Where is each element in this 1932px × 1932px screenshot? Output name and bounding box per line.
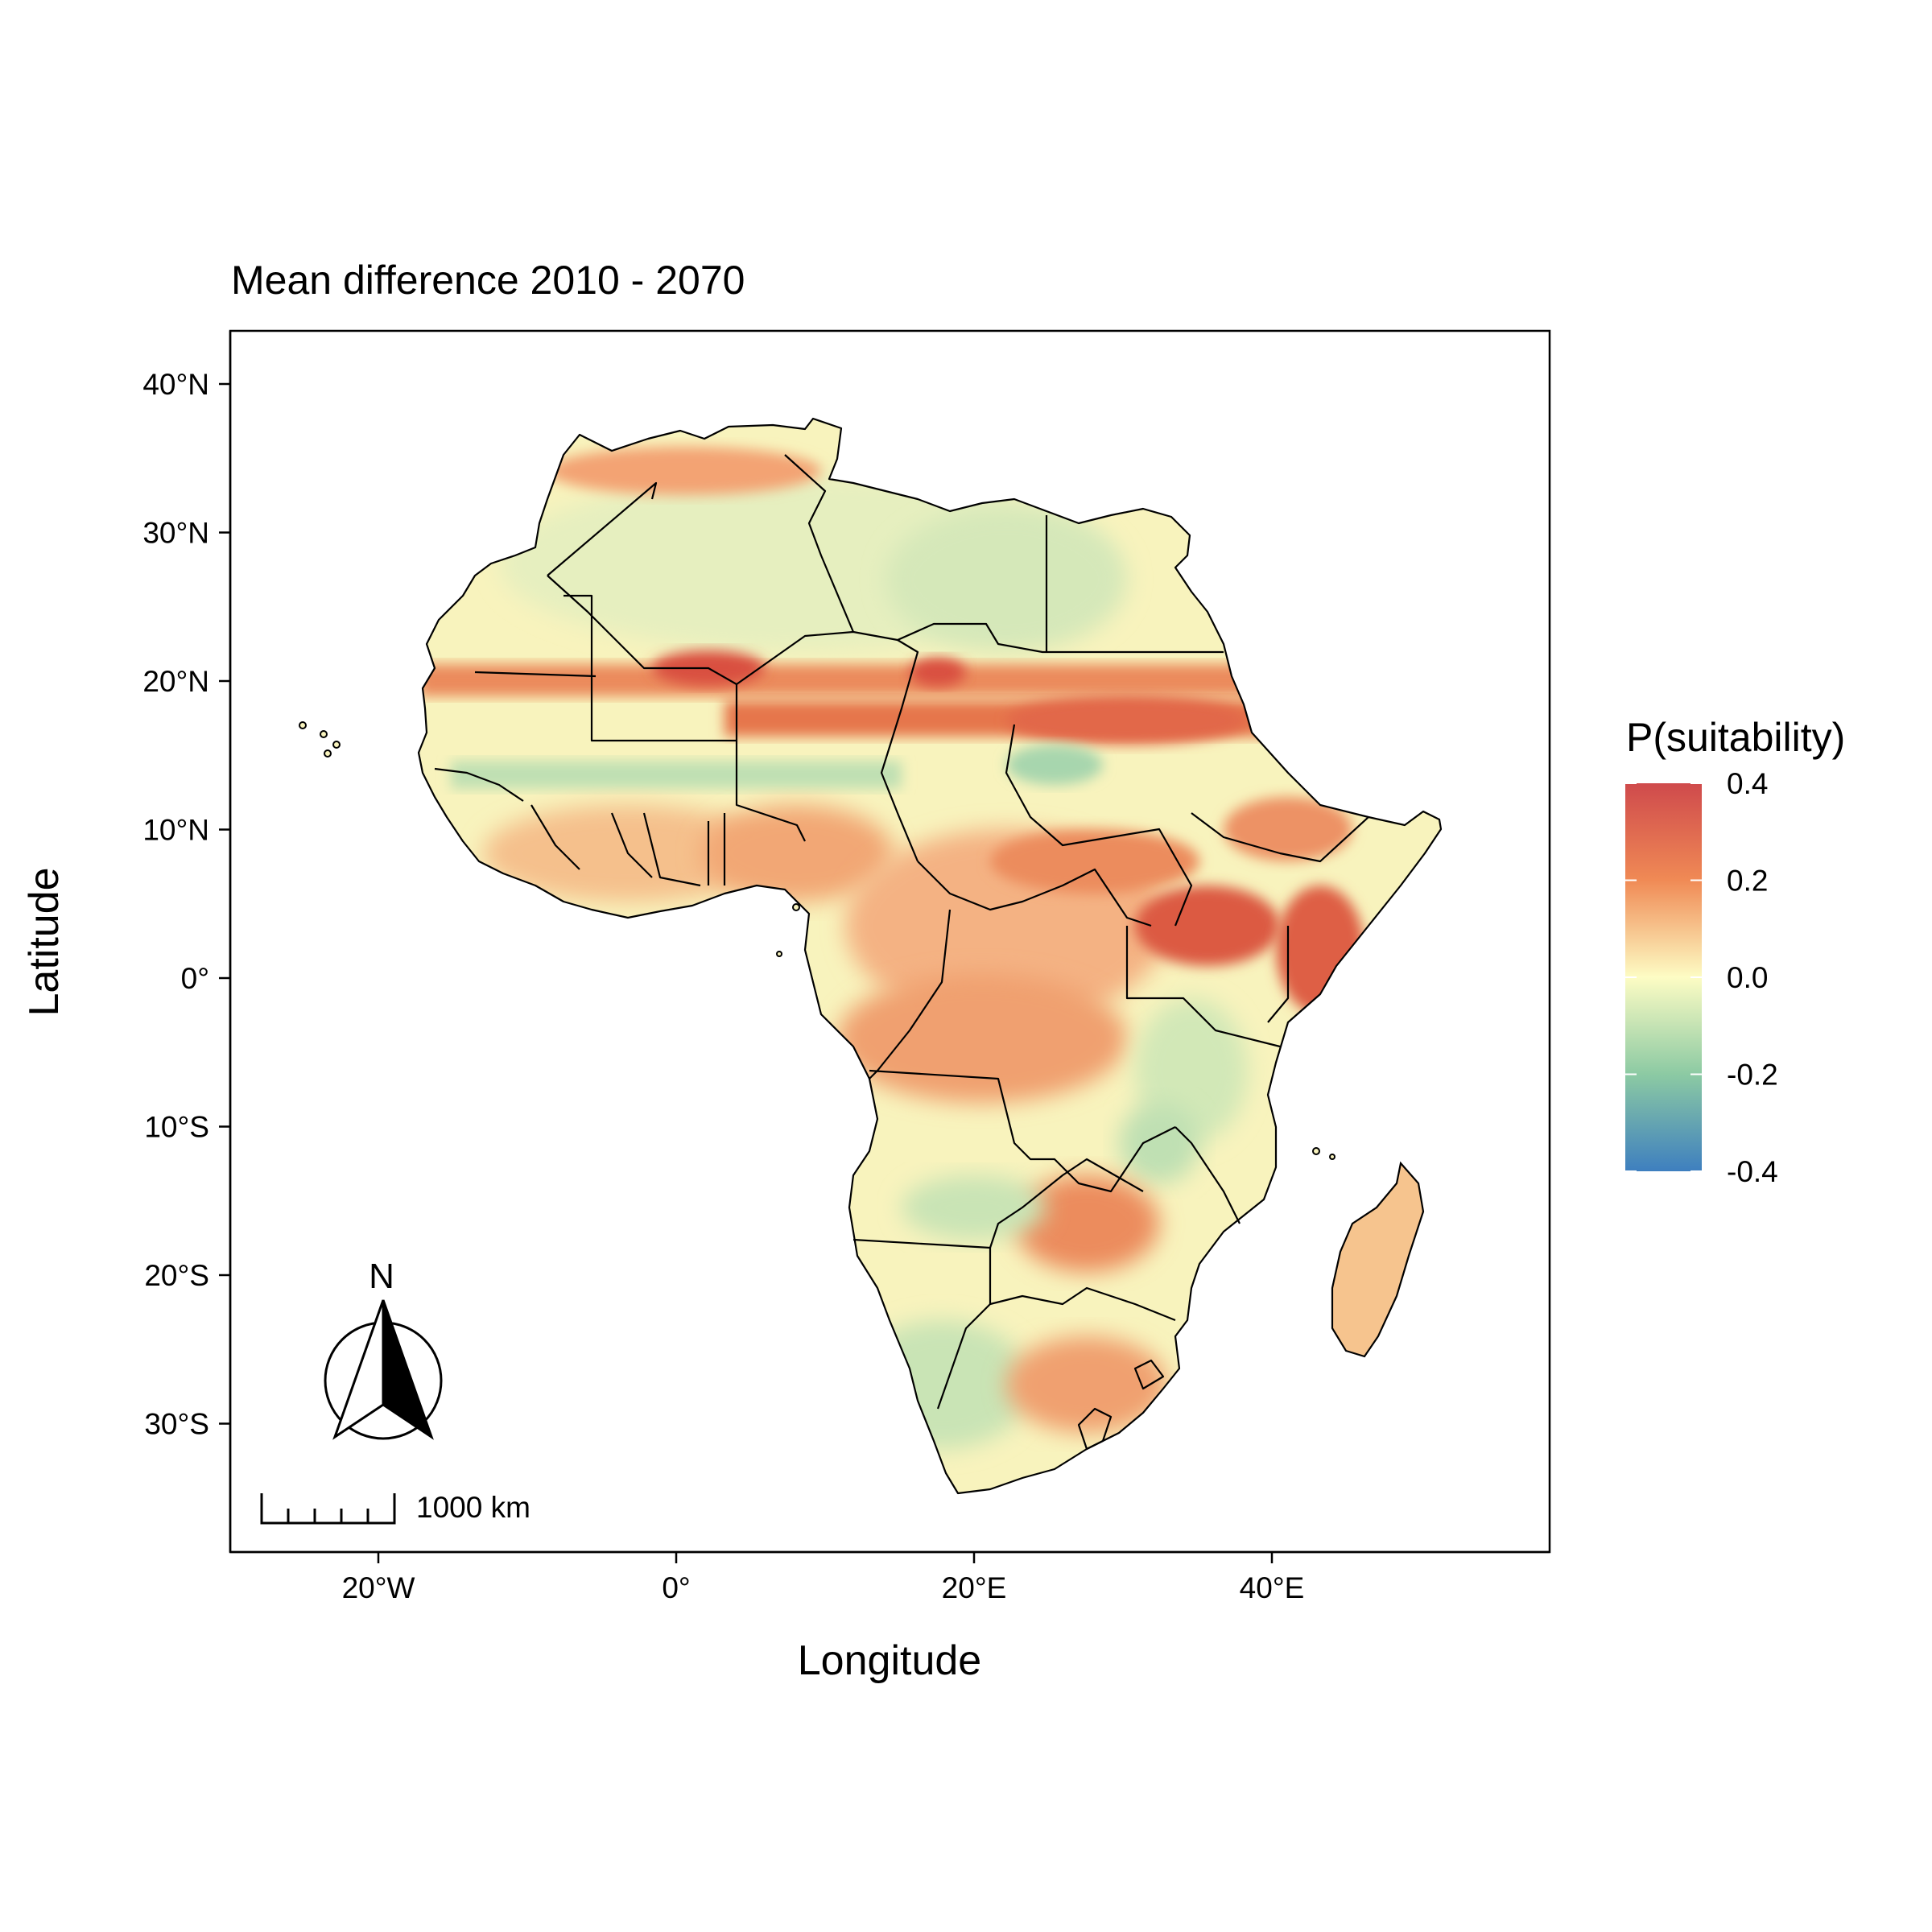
y-tick-label: 30°N [142, 517, 209, 550]
y-axis: 40°N 30°N 20°N 10°N 0° 10°S 20°S 30°S [142, 331, 232, 1552]
north-arrow-label: N [369, 1257, 394, 1296]
x-axis-title: Longitude [798, 1637, 981, 1684]
x-axis: 20°W 0° 20°E 40°E [230, 1550, 1550, 1604]
legend-title: P(suitability) [1626, 715, 1845, 760]
y-tick-label: 0° [181, 962, 209, 995]
y-tick-label: 40°N [142, 368, 209, 401]
madagascar-raster [1331, 1161, 1425, 1358]
x-tick-label: 20°E [942, 1571, 1007, 1604]
legend: P(suitability) 0.4 0.2 0.0 -0.2 -0.4 [1625, 715, 1845, 1188]
x-tick-label: 20°W [342, 1571, 415, 1604]
y-tick-label: 10°S [144, 1111, 209, 1144]
north-arrow: N [324, 1257, 443, 1440]
legend-tick-label: 0.0 [1727, 961, 1768, 994]
legend-tick-label: 0.4 [1727, 767, 1768, 800]
y-tick-label: 20°S [144, 1259, 209, 1292]
legend-tick-label: -0.2 [1727, 1059, 1778, 1092]
country-borders [434, 454, 1369, 1451]
small-islands [299, 721, 1335, 1160]
x-tick-label: 0° [662, 1571, 690, 1604]
y-tick-label: 10°N [142, 814, 209, 847]
y-axis-title: Latitude [21, 867, 68, 1016]
x-tick-label: 40°E [1240, 1571, 1305, 1604]
y-tick-label: 30°S [144, 1408, 209, 1441]
scale-bar: 1000 km [260, 1491, 530, 1525]
legend-colorbar [1625, 783, 1702, 1171]
y-tick-label: 20°N [142, 665, 209, 698]
scale-bar-label: 1000 km [416, 1491, 530, 1524]
map-title: Mean difference 2010 - 2070 [231, 258, 745, 303]
legend-tick-label: 0.2 [1727, 865, 1768, 898]
legend-tick-label: -0.4 [1727, 1155, 1778, 1188]
